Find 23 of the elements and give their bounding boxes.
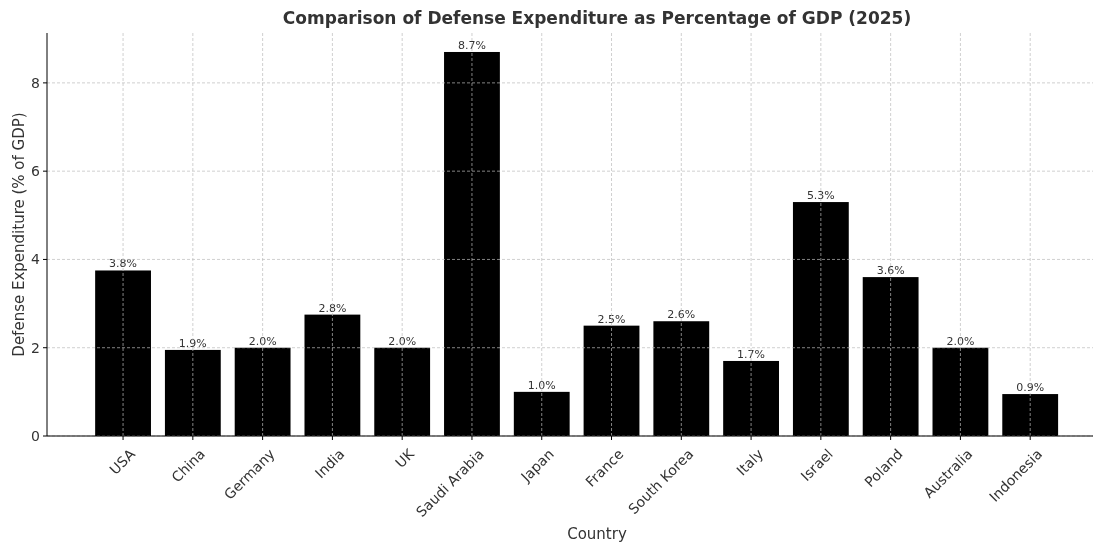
y-tick-label: 4 (31, 251, 41, 268)
y-tick-label: 6 (31, 163, 41, 180)
data-label: 2.0% (248, 334, 277, 348)
y-tick-label: 2 (31, 339, 40, 356)
y-axis-title: Defense Expenditure (% of GDP) (10, 112, 28, 357)
chart-title: Comparison of Defense Expenditure as Percentage of GDP (2025) (282, 8, 912, 28)
y-tick-label: 0 (31, 427, 40, 444)
data-label: 3.6% (876, 264, 905, 278)
data-label: 2.6% (667, 308, 696, 322)
data-label: 0.9% (1016, 381, 1045, 395)
data-label: 1.7% (737, 347, 766, 361)
data-label: 5.3% (806, 189, 835, 203)
data-label: 1.9% (178, 336, 207, 350)
y-tick-label: 8 (31, 74, 40, 91)
data-label: 8.7% (457, 38, 486, 52)
data-label: 2.8% (318, 301, 347, 315)
data-label: 3.8% (109, 257, 138, 271)
x-tick-label: UK (392, 445, 418, 471)
data-label: 2.0% (388, 334, 417, 348)
data-label: 1.0% (527, 378, 556, 392)
x-axis-title: Country (567, 525, 627, 543)
data-label: 2.0% (946, 334, 975, 348)
data-label: 2.5% (597, 312, 626, 326)
